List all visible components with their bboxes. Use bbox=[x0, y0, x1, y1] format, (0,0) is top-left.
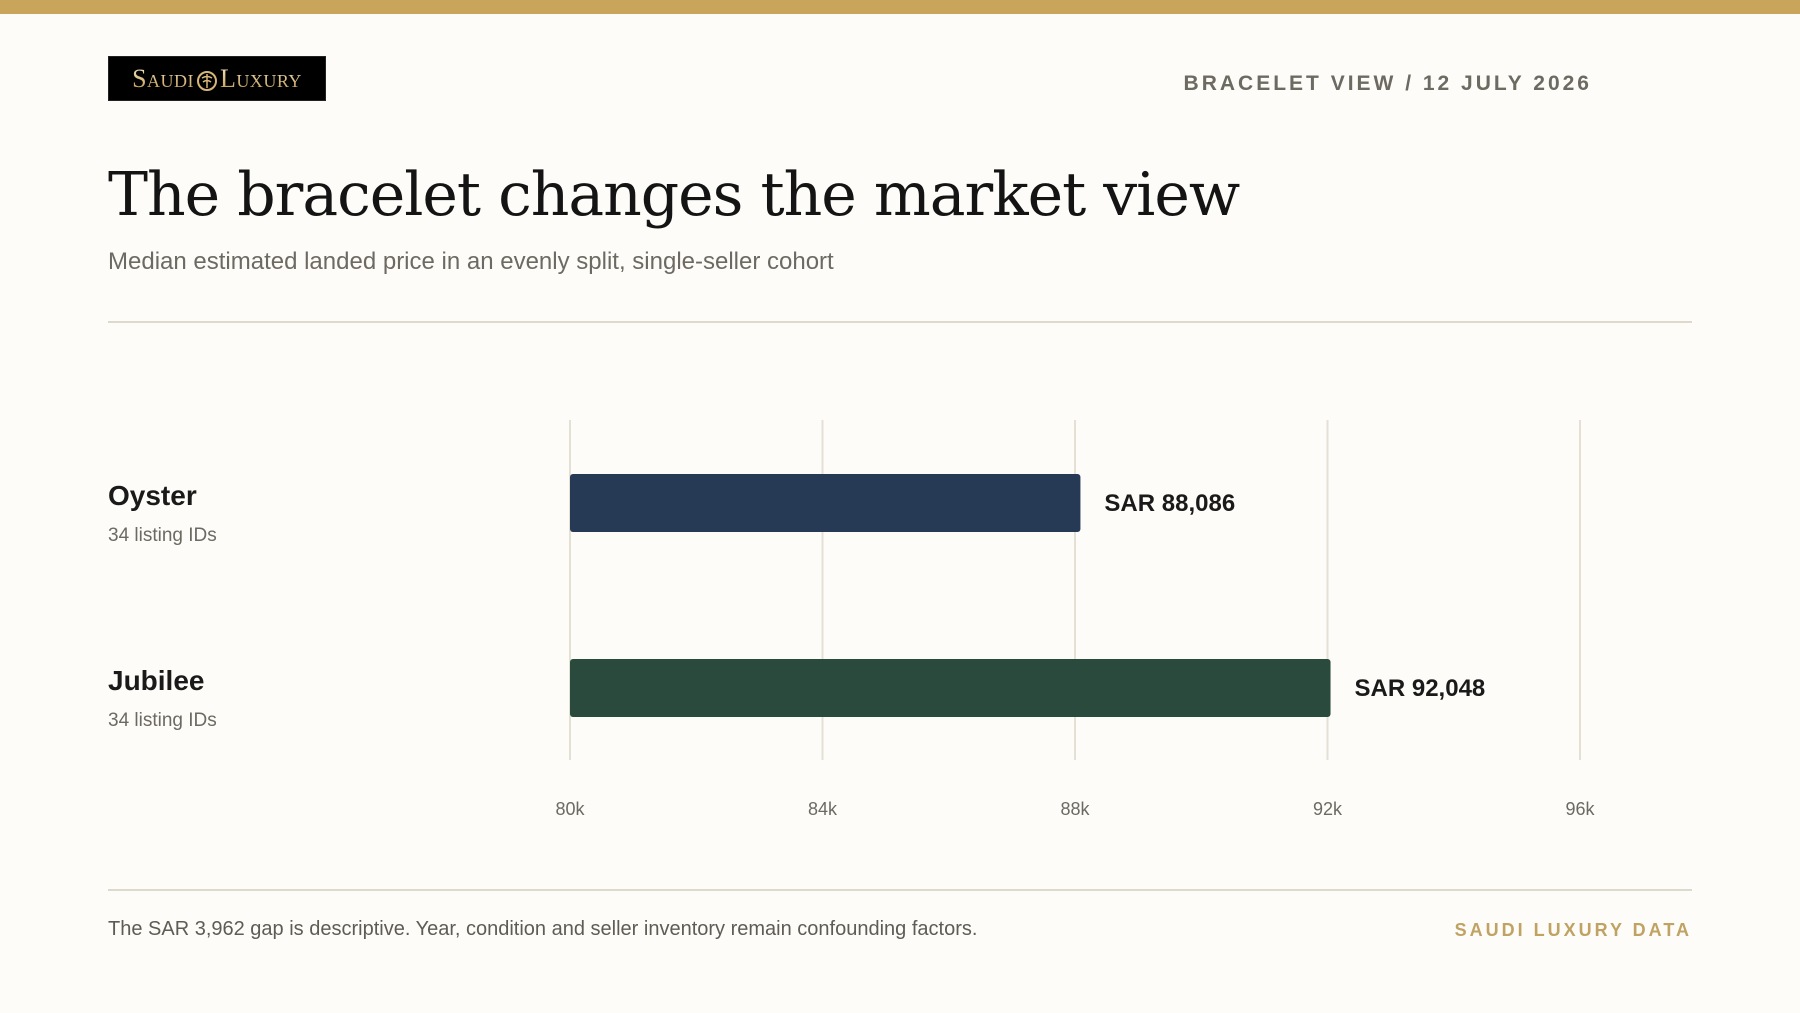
palm-emblem-icon bbox=[197, 70, 218, 91]
row-label-oyster: Oyster bbox=[108, 480, 197, 511]
bar-chart: Oyster 34 listing IDs Jubilee 34 listing… bbox=[0, 400, 1800, 840]
top-accent-bar bbox=[0, 0, 1800, 14]
bar-jubilee bbox=[570, 659, 1331, 717]
chart-plot: 80k 84k 88k 92k 96k SAR 88,086 SAR 92,048 bbox=[555, 420, 1596, 819]
footer-divider bbox=[108, 889, 1692, 891]
row-label-jubilee: Jubilee bbox=[108, 665, 205, 696]
x-tick-label: 84k bbox=[808, 799, 838, 819]
bar-oyster bbox=[570, 474, 1081, 532]
section-kicker: BRACELET VIEW / 12 JULY 2026 bbox=[1183, 72, 1592, 95]
page-title: The bracelet changes the market view bbox=[108, 160, 1240, 230]
footnote: The SAR 3,962 gap is descriptive. Year, … bbox=[108, 918, 978, 940]
row-count-oyster: 34 listing IDs bbox=[108, 525, 217, 546]
row-count-jubilee: 34 listing IDs bbox=[108, 710, 217, 731]
footer-brand: SAUDI LUXURY DATA bbox=[1454, 920, 1692, 940]
bar-value-label: SAR 92,048 bbox=[1355, 675, 1486, 702]
x-tick-label: 80k bbox=[555, 799, 585, 819]
x-tick-label: 92k bbox=[1313, 799, 1343, 819]
page-subtitle: Median estimated landed price in an even… bbox=[108, 248, 834, 275]
x-tick-label: 88k bbox=[1060, 799, 1090, 819]
brand-logo: Saudi Luxury bbox=[108, 56, 326, 101]
bar-value-label: SAR 88,086 bbox=[1104, 490, 1235, 517]
x-tick-label: 96k bbox=[1565, 799, 1595, 819]
header-divider bbox=[108, 321, 1692, 323]
